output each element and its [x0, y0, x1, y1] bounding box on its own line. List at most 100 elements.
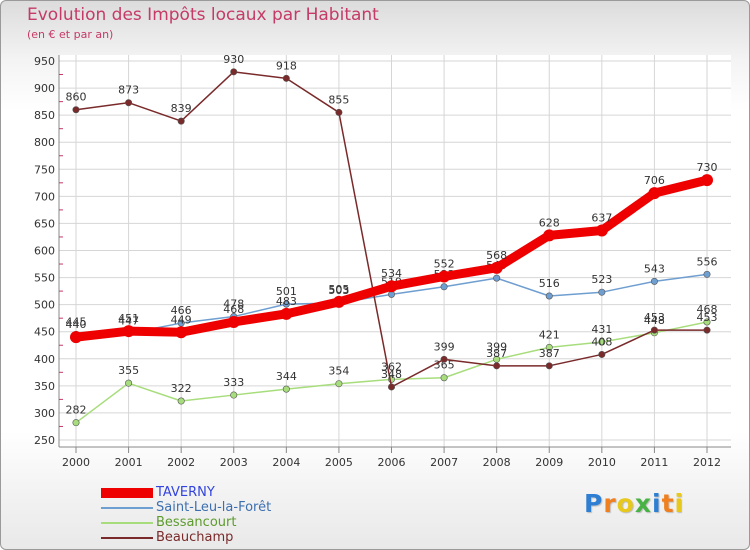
data-label-beauchamp: 348: [381, 368, 402, 381]
x-tick-label: 2002: [167, 456, 195, 469]
data-label-beauchamp: 399: [434, 340, 455, 353]
data-point-beauchamp: [598, 350, 606, 358]
data-point-bessancourt: [335, 380, 343, 388]
data-point-taverny: [122, 325, 135, 338]
logo-letter: x: [634, 489, 652, 518]
data-point-beauchamp: [125, 99, 133, 107]
legend-swatch: [101, 488, 153, 498]
x-tick-label: 2007: [430, 456, 458, 469]
y-tick-label: 600: [34, 245, 55, 258]
data-label-bessancourt: 282: [66, 404, 87, 417]
data-point-bessancourt: [72, 419, 80, 427]
data-point-taverny: [385, 280, 398, 293]
y-tick-label: 550: [34, 272, 55, 285]
data-label-bessancourt: 344: [276, 370, 297, 383]
data-label-beauchamp: 839: [171, 102, 192, 115]
data-label-taverny: 706: [644, 174, 665, 187]
data-point-bessancourt: [440, 374, 448, 382]
data-label-saint-leu-la-for-t: 516: [539, 277, 560, 290]
data-label-saint-leu-la-for-t: 445: [66, 315, 87, 328]
x-tick-label: 2004: [272, 456, 300, 469]
logo-letter: i: [674, 489, 685, 518]
x-tick-label: 2010: [588, 456, 616, 469]
logo-letter: o: [616, 489, 635, 518]
logo-letter: r: [603, 489, 617, 518]
data-point-taverny: [227, 315, 240, 328]
data-point-beauchamp: [387, 383, 395, 391]
y-tick-label: 850: [34, 109, 55, 122]
x-tick-label: 2003: [220, 456, 248, 469]
data-label-saint-leu-la-for-t: 556: [697, 255, 718, 268]
data-label-taverny: 534: [381, 267, 402, 280]
data-point-saint-leu-la-for-t: [650, 277, 658, 285]
data-label-bessancourt: 431: [591, 323, 612, 336]
data-label-beauchamp: 453: [697, 311, 718, 324]
data-point-taverny: [332, 295, 345, 308]
data-point-saint-leu-la-for-t: [177, 319, 185, 327]
legend-swatch: [101, 522, 153, 524]
y-tick-label: 300: [34, 407, 55, 420]
logo-letter: P: [584, 489, 604, 518]
data-point-taverny: [438, 270, 451, 283]
logo-letter: i: [652, 489, 662, 518]
data-label-taverny: 449: [171, 313, 192, 326]
data-label-taverny: 730: [697, 161, 718, 174]
data-label-taverny: 468: [223, 303, 244, 316]
data-label-beauchamp: 873: [118, 84, 139, 97]
data-label-taverny: 628: [539, 216, 560, 229]
data-point-saint-leu-la-for-t: [703, 270, 711, 278]
data-point-beauchamp: [545, 362, 553, 370]
data-point-taverny: [648, 187, 661, 200]
data-label-bessancourt: 333: [223, 376, 244, 389]
data-label-saint-leu-la-for-t: 478: [223, 298, 244, 311]
data-point-beauchamp: [230, 68, 238, 76]
y-tick-label: 450: [34, 326, 55, 339]
data-point-bessancourt: [125, 379, 133, 387]
y-tick-label: 350: [34, 380, 55, 393]
data-point-taverny: [701, 174, 713, 187]
data-point-taverny: [490, 261, 503, 274]
data-label-beauchamp: 860: [66, 91, 87, 104]
data-label-taverny: 440: [66, 318, 87, 331]
data-label-bessancourt: 362: [381, 360, 402, 373]
data-label-saint-leu-la-for-t: 503: [328, 284, 349, 297]
y-tick-label: 400: [34, 353, 55, 366]
data-label-taverny: 568: [486, 249, 507, 262]
x-tick-label: 2009: [535, 456, 563, 469]
data-label-bessancourt: 399: [486, 340, 507, 353]
data-point-beauchamp: [650, 326, 658, 334]
data-point-beauchamp: [282, 74, 290, 82]
y-tick-label: 900: [34, 82, 55, 95]
y-tick-label: 650: [34, 217, 55, 230]
x-tick-label: 2006: [378, 456, 406, 469]
legend-label: Bessancourt: [156, 515, 237, 530]
x-tick-label: 2005: [325, 456, 353, 469]
data-label-bessancourt: 468: [697, 303, 718, 316]
y-tick-label: 750: [34, 163, 55, 176]
legend-label: TAVERNY: [156, 485, 215, 500]
data-point-saint-leu-la-for-t: [545, 292, 553, 300]
x-tick-label: 2001: [115, 456, 143, 469]
data-label-saint-leu-la-for-t: 523: [591, 273, 612, 286]
data-label-beauchamp: 930: [223, 53, 244, 66]
x-tick-label: 2012: [693, 456, 721, 469]
data-point-bessancourt: [282, 385, 290, 393]
data-point-taverny: [280, 307, 293, 320]
data-label-bessancourt: 354: [328, 365, 349, 378]
data-label-beauchamp: 387: [539, 347, 560, 360]
legend-label: Saint-Leu-la-Forêt: [156, 500, 272, 515]
data-label-beauchamp: 387: [486, 347, 507, 360]
data-point-bessancourt: [703, 318, 711, 326]
data-point-taverny: [543, 229, 556, 242]
x-tick-label: 2000: [62, 456, 90, 469]
data-point-saint-leu-la-for-t: [598, 288, 606, 296]
data-label-bessancourt: 355: [118, 364, 139, 377]
data-point-bessancourt: [545, 343, 553, 351]
logo-letter: t: [661, 489, 675, 518]
data-label-beauchamp: 918: [276, 59, 297, 72]
y-tick-label: 500: [34, 299, 55, 312]
data-label-taverny: 637: [591, 211, 612, 224]
data-label-beauchamp: 408: [591, 335, 612, 348]
